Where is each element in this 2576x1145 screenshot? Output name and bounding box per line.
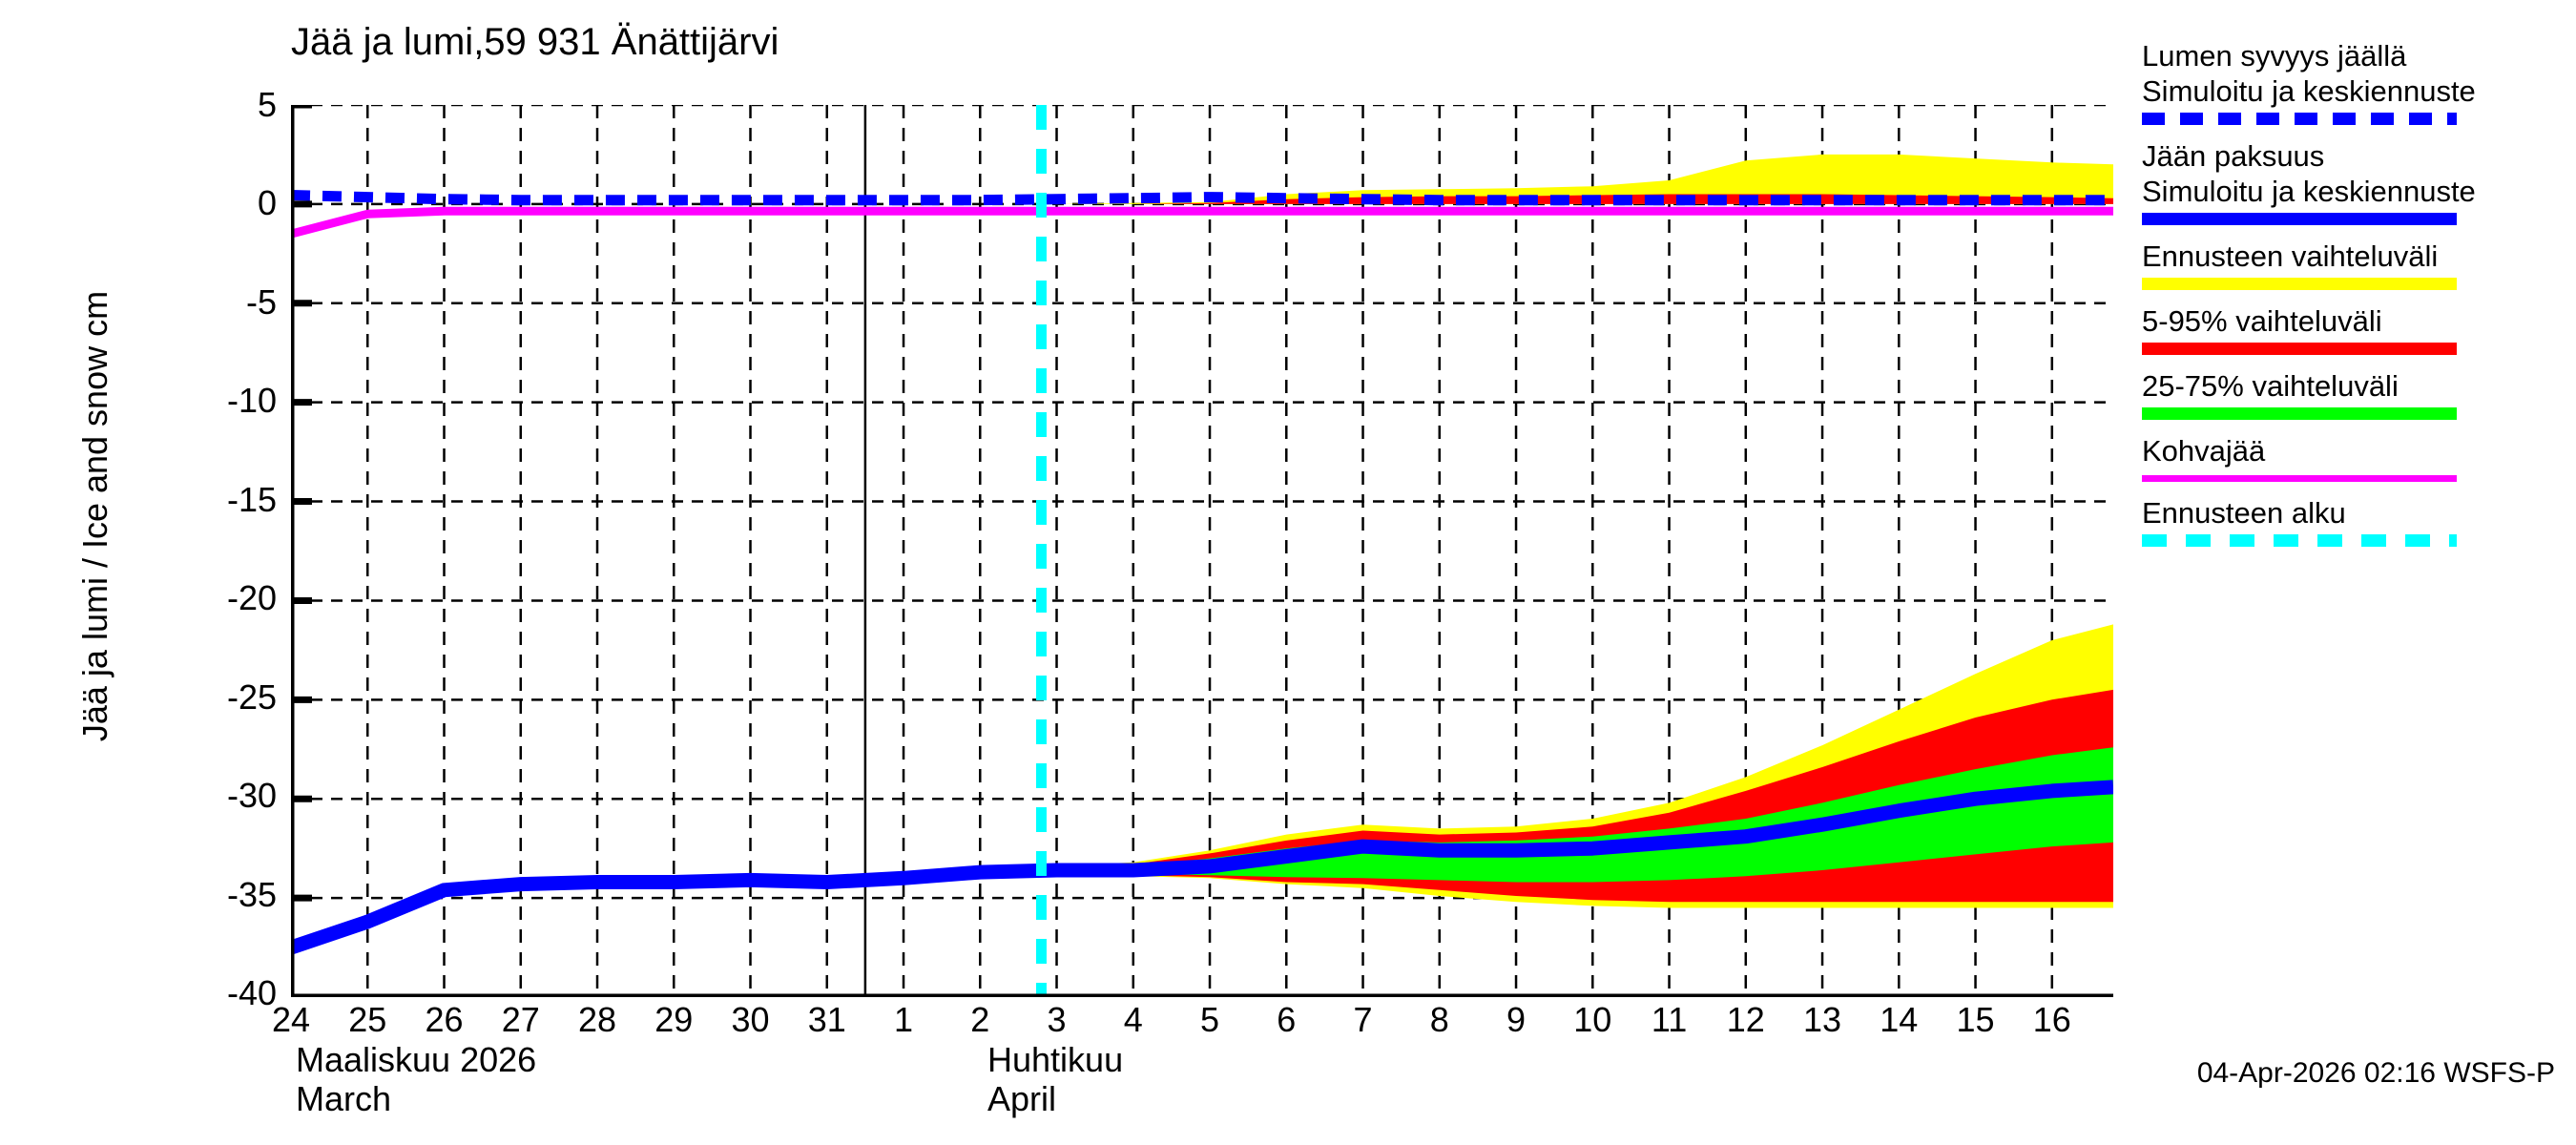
legend-kohva-label: Kohvajää: [2142, 434, 2266, 468]
y-tick-label: -10: [226, 381, 277, 420]
legend-snow-subtitle: Simuloitu ja keskiennuste: [2142, 74, 2476, 108]
x-tick-label: 7: [1353, 1000, 1373, 1039]
legend-item-p2575: 25-75% vaihteluväli: [2142, 368, 2571, 420]
legend-swatch-range: [2142, 278, 2457, 290]
x-tick-label: 24: [271, 1000, 311, 1039]
x-tick-label: 10: [1573, 1000, 1612, 1039]
legend-forecast-start-label: Ennusteen alku: [2142, 496, 2346, 530]
legend-swatch-p2575: [2142, 407, 2457, 420]
plot-area: [291, 105, 2113, 997]
legend-range-label: Ennusteen vaihteluväli: [2142, 239, 2439, 273]
x-tick-label: 6: [1277, 1000, 1297, 1039]
legend-swatch-snow-dashed: [2142, 113, 2457, 125]
legend-swatch-forecast-start: [2142, 534, 2457, 547]
legend-snow-title: Lumen syvyys jäällä: [2142, 39, 2407, 73]
x-tick-label: 5: [1200, 1000, 1220, 1039]
x-tick-label: 14: [1880, 1000, 1919, 1039]
legend-swatch-ice-solid: [2142, 213, 2457, 225]
legend-swatch-p595: [2142, 343, 2457, 355]
x-tick-label: 9: [1506, 1000, 1527, 1039]
y-tick-label: 0: [257, 183, 277, 222]
month-label-fi: Huhtikuu: [987, 1040, 1124, 1079]
legend-ice-title: Jään paksuus: [2142, 139, 2325, 173]
legend-item-forecast-start: Ennusteen alku: [2142, 495, 2571, 547]
legend-ice-subtitle: Simuloitu ja keskiennuste: [2142, 175, 2476, 208]
x-tick-label: 12: [1726, 1000, 1765, 1039]
y-tick-label: -40: [226, 973, 277, 1012]
page-title: Jää ja lumi,59 931 Änättijärvi: [291, 21, 779, 63]
y-tick-label: -5: [245, 282, 277, 322]
y-axis-label: Jää ja lumi / Ice and snow cm: [75, 290, 114, 742]
month-label-en: March: [296, 1079, 392, 1118]
x-tick-label: 15: [1956, 1000, 1995, 1039]
x-tick-label: 29: [654, 1000, 694, 1039]
x-tick-label: 25: [348, 1000, 387, 1039]
x-tick-label: 26: [425, 1000, 464, 1039]
legend-group-snow: Lumen syvyys jäällä Simuloitu ja keskien…: [2142, 38, 2571, 125]
legend-swatch-kohva: [2142, 475, 2457, 482]
x-tick-label: 3: [1047, 1000, 1067, 1039]
month-label-march: Maaliskuu 2026 March: [296, 1040, 536, 1118]
y-tick-label: -15: [226, 480, 277, 519]
legend-p595-label: 5-95% vaihteluväli: [2142, 304, 2382, 338]
x-tick-label: 4: [1123, 1000, 1143, 1039]
legend-p2575-label: 25-75% vaihteluväli: [2142, 369, 2399, 403]
month-label-fi: Maaliskuu 2026: [296, 1040, 537, 1079]
month-label-april: Huhtikuu April: [987, 1040, 1123, 1118]
x-tick-label: 11: [1651, 1000, 1688, 1039]
x-tick-label: 13: [1803, 1000, 1842, 1039]
x-tick-label: 28: [577, 1000, 617, 1039]
y-tick-label: -30: [226, 776, 277, 815]
timestamp: 04-Apr-2026 02:16 WSFS-P: [2196, 1057, 2555, 1089]
y-axis-tick-labels: 5 0 -5 -10 -15 -20 -25 -30 -35 -40: [134, 0, 277, 1145]
legend-item-range: Ennusteen vaihteluväli: [2142, 239, 2571, 290]
x-tick-label: 31: [807, 1000, 846, 1039]
x-tick-label: 1: [894, 1000, 914, 1039]
legend-item-kohva: Kohvajää: [2142, 433, 2571, 482]
y-tick-label: 5: [257, 85, 277, 124]
month-label-en: April: [987, 1079, 1057, 1118]
chart-legend: Lumen syvyys jäällä Simuloitu ja keskien…: [2142, 38, 2571, 560]
x-tick-label: 27: [501, 1000, 540, 1039]
y-tick-label: -20: [226, 578, 277, 617]
x-tick-label: 16: [2032, 1000, 2071, 1039]
y-tick-label: -25: [226, 677, 277, 717]
y-tick-label: -35: [226, 875, 277, 914]
x-tick-label: 8: [1429, 1000, 1449, 1039]
x-tick-label: 2: [970, 1000, 990, 1039]
chart-canvas: [291, 105, 2113, 997]
legend-group-ice: Jään paksuus Simuloitu ja keskiennuste: [2142, 138, 2571, 225]
x-tick-label: 30: [731, 1000, 770, 1039]
legend-item-p595: 5-95% vaihteluväli: [2142, 303, 2571, 355]
